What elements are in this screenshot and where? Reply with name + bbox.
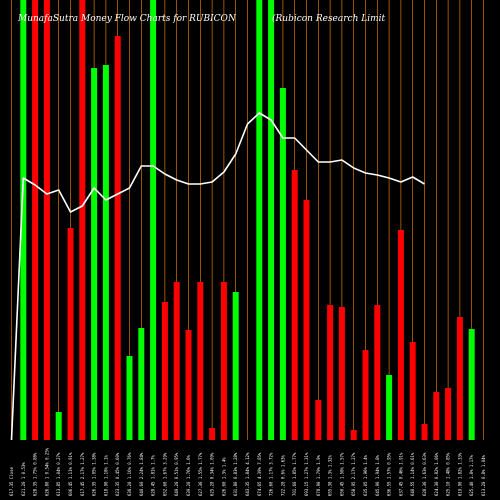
x-tick-label: 652.60 1.67% 3.29% (162, 452, 167, 496)
x-tick-label: 658.95 2.17% 1.27% (351, 452, 356, 496)
x-tick-label: 617.35 Close (9, 467, 14, 496)
bar (209, 428, 216, 440)
x-tick-label: 626.60 1.3% 1.4% (221, 457, 226, 496)
x-tick-label: 649.20 0.51% 0.95% (174, 452, 179, 496)
x-tick-label: 613.20 0.8% 1.04% (481, 454, 486, 496)
x-tick-label: 638.20 1.16% 0.76% (127, 452, 132, 496)
x-tick-label: 701.60 1.85% 1.77% (292, 452, 297, 496)
x-tick-label: 637.45 0.46% 1.91% (398, 452, 403, 496)
x-tick-label: 623.35 0.45% 0.60% (115, 452, 120, 496)
x-tick-label: 631.80 0.83% 1.28% (233, 452, 238, 496)
bar (43, 0, 50, 440)
bar (220, 282, 227, 440)
x-tick-label: 617.45 2.17% 1.27% (80, 452, 85, 496)
chart-title-left: MunafaSutra Money Flow Charts for RUBICO… (17, 14, 237, 24)
x-tick-labels: 617.35 Close 621.20 1 0.53% 628.35 1.75% 0… (9, 447, 486, 496)
bar (114, 36, 121, 440)
x-tick-label: 624.30 0.82% 1.06% (434, 452, 439, 496)
bar (20, 0, 27, 440)
bar (138, 328, 145, 440)
bar (315, 400, 322, 440)
bar (362, 350, 369, 440)
bar (327, 305, 334, 440)
bar (303, 200, 310, 440)
x-tick-label: 635.05 1.96% 1.4% (363, 454, 368, 496)
x-tick-label: 626.35 1.05% 1.38% (92, 452, 97, 496)
x-tick-label: 639.20 1.76% 1.6% (186, 454, 191, 496)
x-tick-label: 726.60 1.17% 3.72% (269, 452, 274, 496)
bar (350, 430, 357, 440)
bar (268, 0, 275, 440)
x-tick-label: 722.20 0.6% 1.63% (280, 454, 285, 496)
bar (32, 0, 39, 440)
x-tick-label: 628.45 1.81% 1.7% (151, 454, 156, 496)
bar (433, 392, 440, 440)
bar (456, 317, 463, 440)
x-tick-label: 655.30 1.3% 1.32% (328, 454, 333, 496)
x-tick-label: 674.65 4.39% 7.05% (257, 452, 262, 496)
x-tick-label: 640.55 1.14% 0.61% (410, 452, 415, 496)
bar (386, 375, 393, 440)
chart-title-right: (Rubicon Research Limit (272, 13, 386, 24)
bar (173, 282, 180, 440)
bar (126, 356, 133, 440)
bar (185, 330, 192, 440)
bar (197, 282, 204, 440)
x-tick-label: 625.40 1.8% 1.17% (469, 454, 474, 496)
bar (468, 329, 475, 440)
x-tick-label: 678.90 1.79% 1.9% (316, 454, 321, 496)
x-tick-label: 628.35 1.75% 0.88% (33, 452, 38, 496)
x-tick-label: 619.90 1.82% 1.33% (457, 452, 462, 496)
x-tick-label: 643.35 1.84% 4.12% (245, 452, 250, 496)
x-tick-label: 627.30 1.55% 1.77% (198, 452, 203, 496)
x-tick-label: 618.90 1.18% 1.1% (103, 454, 108, 496)
x-tick-label: 628.30 1.63% 0.63% (422, 452, 427, 496)
bar-series (20, 0, 475, 440)
bar (55, 412, 62, 440)
x-tick-label: 626.80 1 0.54% 0.25% (44, 447, 49, 496)
bar (67, 228, 74, 440)
bar (445, 388, 452, 440)
x-tick-label: 625.20 0.34% 1.09% (210, 452, 215, 496)
bar (397, 230, 404, 440)
bar (150, 0, 157, 440)
bar (338, 307, 345, 440)
x-tick-label: 693.15 1.27% 1.31% (304, 452, 309, 496)
x-tick-label: 621.20 1 0.53% (21, 462, 26, 496)
x-tick-label: 650.45 1.58% 1.57% (339, 452, 344, 496)
bar (161, 302, 168, 440)
bar (279, 88, 286, 440)
x-tick-label: 625.10 1.48% 0.85% (446, 452, 451, 496)
bar (79, 0, 86, 440)
x-tick-label: 613.85 1.04% 0.27% (56, 452, 61, 496)
x-tick-label: 606.45 1.11% 0.91% (68, 452, 73, 496)
x-tick-label: 636.55 1.57% 0.95% (387, 452, 392, 496)
bar (256, 0, 263, 440)
bar (102, 65, 109, 440)
x-tick-label: 645.90 1.94% 1.8% (375, 454, 380, 496)
bar (374, 305, 381, 440)
bar (409, 342, 416, 440)
bar (421, 424, 428, 440)
x-tick-label: 640.60 2.24% 1.84% (139, 452, 144, 496)
bar (232, 292, 239, 440)
bar (291, 170, 298, 440)
money-flow-line (10, 112, 425, 441)
bar (91, 68, 98, 440)
